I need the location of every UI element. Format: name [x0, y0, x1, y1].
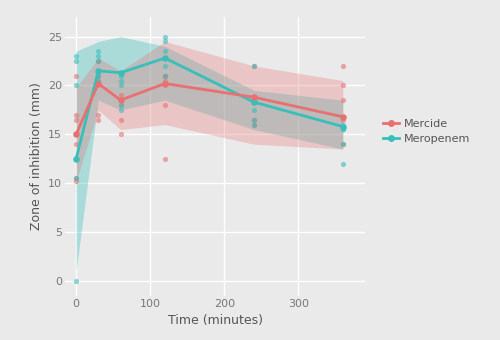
- Point: [161, 78, 169, 83]
- Point: [116, 107, 124, 113]
- X-axis label: Time (minutes): Time (minutes): [168, 314, 262, 327]
- Y-axis label: Zone of inhibition (mm): Zone of inhibition (mm): [30, 83, 43, 230]
- Point: [72, 117, 80, 122]
- Point: [250, 98, 258, 103]
- Point: [94, 73, 102, 79]
- Point: [161, 39, 169, 44]
- Point: [250, 122, 258, 127]
- Point: [94, 78, 102, 83]
- Point: [161, 102, 169, 108]
- Point: [250, 98, 258, 103]
- Point: [72, 58, 80, 64]
- Point: [339, 141, 347, 147]
- Point: [250, 63, 258, 69]
- Point: [161, 63, 169, 69]
- Point: [72, 141, 80, 147]
- Point: [116, 102, 124, 108]
- Point: [72, 132, 80, 137]
- Point: [116, 102, 124, 108]
- Point: [94, 58, 102, 64]
- Point: [72, 178, 80, 184]
- Point: [94, 81, 102, 86]
- Point: [250, 98, 258, 103]
- Point: [94, 112, 102, 118]
- Point: [116, 73, 124, 79]
- Point: [339, 83, 347, 88]
- Point: [116, 117, 124, 122]
- Point: [250, 95, 258, 100]
- Point: [339, 122, 347, 127]
- Point: [72, 156, 80, 162]
- Point: [161, 34, 169, 39]
- Point: [72, 53, 80, 59]
- Point: [116, 98, 124, 103]
- Point: [250, 107, 258, 113]
- Point: [250, 117, 258, 122]
- Point: [250, 117, 258, 122]
- Point: [72, 73, 80, 79]
- Point: [339, 114, 347, 119]
- Point: [339, 161, 347, 167]
- Point: [161, 49, 169, 54]
- Point: [161, 73, 169, 79]
- Point: [161, 73, 169, 79]
- Point: [161, 73, 169, 79]
- Point: [250, 122, 258, 127]
- Point: [72, 83, 80, 88]
- Point: [116, 132, 124, 137]
- Point: [161, 156, 169, 162]
- Point: [339, 117, 347, 122]
- Point: [116, 98, 124, 103]
- Point: [339, 141, 347, 147]
- Point: [72, 176, 80, 181]
- Point: [339, 124, 347, 129]
- Point: [72, 156, 80, 162]
- Point: [94, 117, 102, 122]
- Point: [161, 55, 169, 61]
- Point: [116, 70, 124, 75]
- Point: [72, 176, 80, 181]
- Point: [250, 63, 258, 69]
- Point: [72, 278, 80, 284]
- Point: [94, 68, 102, 73]
- Point: [94, 78, 102, 83]
- Point: [94, 73, 102, 79]
- Point: [339, 127, 347, 132]
- Point: [94, 58, 102, 64]
- Point: [339, 127, 347, 132]
- Legend: Mercide, Meropenem: Mercide, Meropenem: [378, 114, 474, 149]
- Point: [250, 99, 258, 105]
- Point: [72, 112, 80, 118]
- Point: [94, 49, 102, 54]
- Point: [94, 53, 102, 59]
- Point: [339, 98, 347, 103]
- Point: [116, 92, 124, 98]
- Point: [339, 63, 347, 69]
- Point: [116, 78, 124, 83]
- Point: [116, 83, 124, 88]
- Point: [161, 81, 169, 86]
